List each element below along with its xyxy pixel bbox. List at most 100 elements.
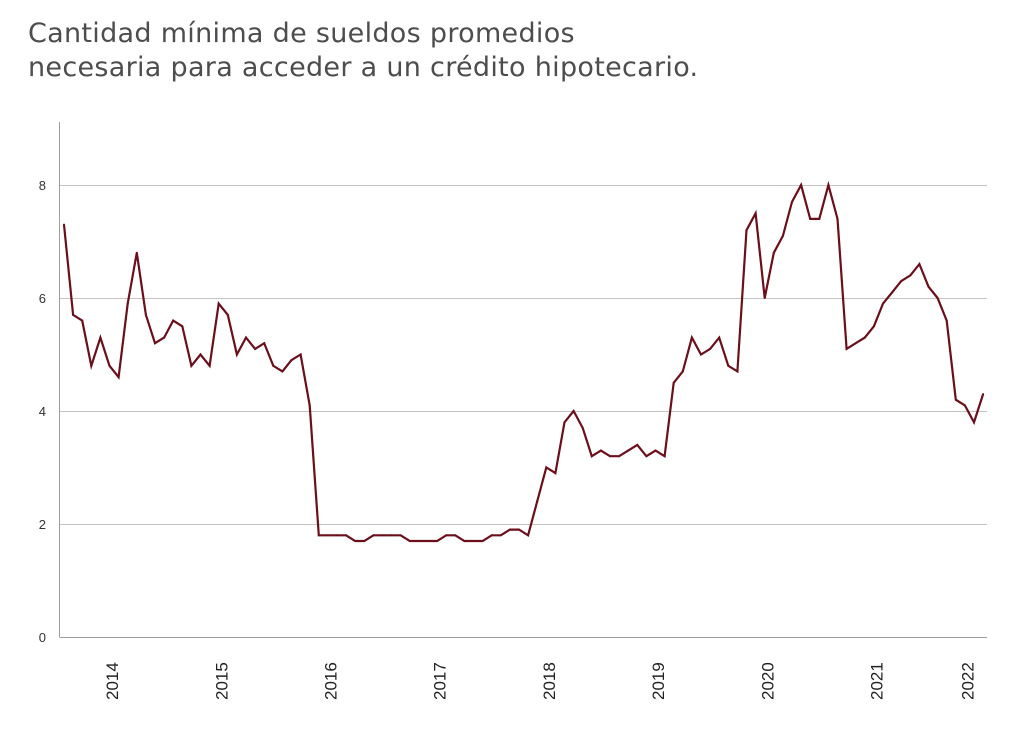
- data-point: [882, 302, 884, 305]
- data-point: [108, 364, 111, 367]
- data-point: [836, 217, 839, 220]
- data-point: [181, 325, 184, 328]
- data-point: [900, 280, 903, 283]
- y-tick-label: 8: [39, 178, 46, 193]
- data-point: [208, 364, 211, 367]
- data-point: [235, 353, 238, 356]
- data-point: [563, 421, 566, 424]
- x-tick-label: 2014: [103, 662, 122, 700]
- data-point: [463, 540, 466, 542]
- data-point: [144, 313, 147, 316]
- x-tick-label: 2021: [867, 662, 886, 700]
- data-point: [672, 381, 675, 384]
- data-point: [190, 364, 193, 367]
- y-tick-label: 2: [39, 517, 46, 532]
- y-tick-label: 4: [39, 404, 46, 419]
- data-point: [490, 534, 493, 537]
- data-point: [372, 534, 375, 537]
- data-point: [154, 342, 156, 345]
- data-point: [126, 302, 129, 305]
- data-point: [845, 347, 848, 350]
- y-axis-ticks: 0 2 4 6 8: [39, 178, 46, 645]
- chart-title: Cantidad mínima de sueldos promedios: [28, 18, 575, 49]
- data-point: [427, 540, 429, 542]
- data-point: [945, 319, 948, 322]
- x-tick-label: 2017: [431, 662, 450, 700]
- series-group: [62, 180, 985, 543]
- data-point: [818, 217, 821, 220]
- data-point: [272, 364, 275, 367]
- data-point: [99, 336, 102, 339]
- data-point: [345, 534, 348, 537]
- series-line: [62, 180, 985, 543]
- data-point: [163, 336, 166, 339]
- data-point: [954, 398, 957, 401]
- data-point: [663, 455, 666, 458]
- data-point: [408, 540, 411, 542]
- x-tick-label: 2020: [758, 662, 777, 700]
- data-point: [245, 336, 247, 339]
- data-point: [317, 534, 320, 537]
- data-point: [363, 540, 366, 542]
- data-point: [872, 325, 875, 328]
- x-tick-label: 2016: [321, 662, 340, 700]
- data-point: [336, 534, 338, 537]
- x-axis-ticks: 2014 2015 2016 2017 2018 2019 2020 2021 2022: [103, 662, 977, 700]
- data-point: [518, 528, 520, 531]
- data-point: [809, 217, 812, 220]
- data-point: [135, 251, 138, 254]
- data-point: [936, 297, 939, 299]
- data-point: [654, 449, 657, 452]
- data-point: [454, 534, 457, 537]
- data-point: [536, 500, 539, 503]
- data-point: [63, 223, 65, 226]
- data-point: [891, 291, 894, 294]
- data-point: [499, 534, 502, 537]
- data-point: [263, 342, 266, 345]
- data-point: [308, 404, 311, 407]
- chart-subtitle: necesaria para acceder a un crédito hipo…: [28, 52, 699, 83]
- data-point: [618, 455, 621, 458]
- x-tick-label: 2019: [649, 662, 668, 700]
- data-point: [863, 336, 866, 339]
- x-tick-label: 2018: [540, 662, 559, 700]
- data-point: [636, 443, 639, 446]
- data-point: [772, 251, 775, 254]
- data-point: [399, 534, 402, 537]
- data-point: [745, 229, 748, 232]
- data-point: [472, 540, 475, 542]
- data-point: [90, 364, 93, 367]
- x-tick-label: 2015: [212, 662, 231, 700]
- data-point: [581, 426, 584, 429]
- data-point: [354, 540, 357, 542]
- data-point: [481, 540, 484, 542]
- data-point: [254, 347, 257, 350]
- data-point: [609, 455, 611, 458]
- data-point: [627, 449, 630, 452]
- data-point: [117, 376, 120, 379]
- x-tick-label: 2022: [958, 662, 977, 700]
- data-point: [800, 184, 803, 186]
- data-point: [827, 184, 830, 186]
- data-point: [381, 534, 384, 537]
- data-point: [690, 336, 693, 339]
- y-tick-label: 6: [39, 291, 46, 306]
- data-point: [508, 528, 511, 531]
- data-point: [281, 370, 284, 373]
- data-point: [645, 455, 648, 458]
- data-point: [217, 302, 220, 305]
- data-point: [590, 455, 593, 458]
- chart-title-block: Cantidad mínima de sueldos promedios nec…: [28, 17, 698, 85]
- data-point: [700, 353, 702, 356]
- data-point: [963, 404, 966, 407]
- data-point: [572, 410, 575, 412]
- data-point: [290, 359, 293, 362]
- data-point: [417, 540, 420, 542]
- data-point: [791, 200, 793, 203]
- data-point: [763, 297, 766, 299]
- data-point: [81, 319, 84, 322]
- data-point: [681, 370, 684, 373]
- data-point: [172, 319, 175, 322]
- data-point: [445, 534, 448, 537]
- data-point: [226, 313, 229, 316]
